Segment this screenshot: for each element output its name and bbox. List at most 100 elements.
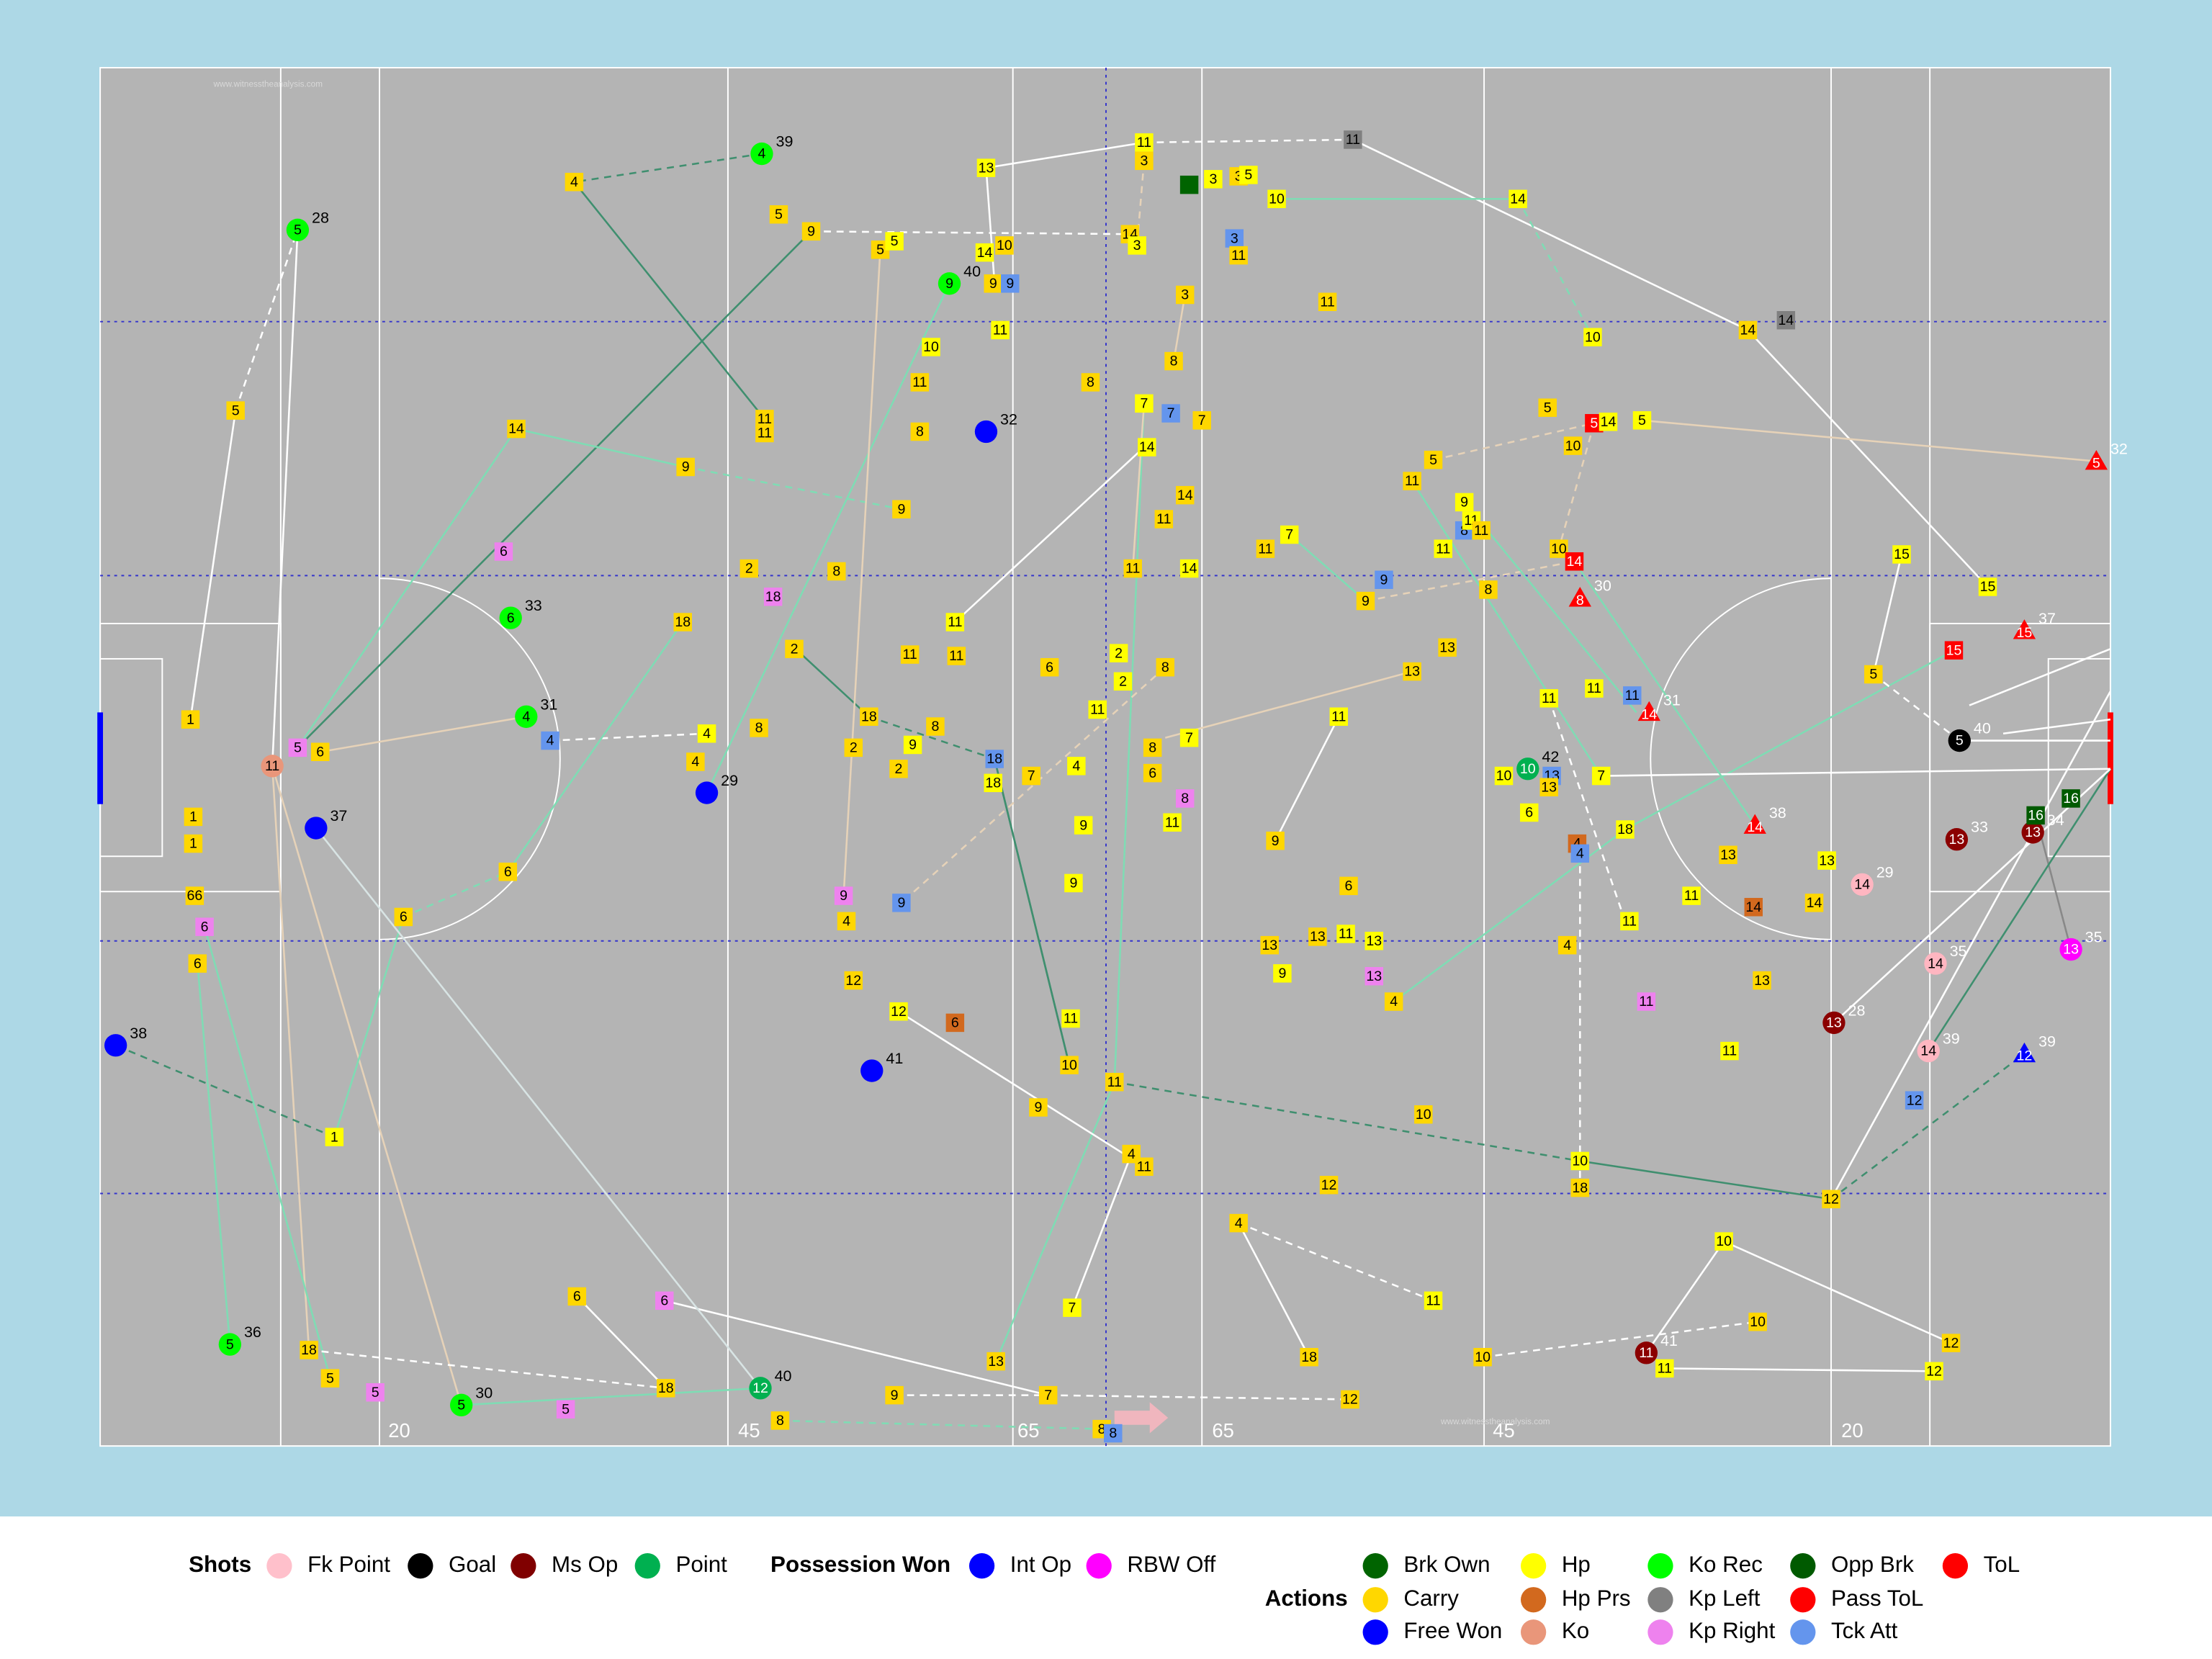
event-label: 1 [189,809,197,825]
event-label: 10 [997,238,1012,253]
event-label: 12 [1926,1363,1942,1379]
event: 9 [1455,493,1474,512]
event-label: 11 [757,426,772,441]
event-marker [1179,559,1199,578]
pass-line [1873,673,1961,742]
pass-line [1573,561,1756,826]
legend-swatch [1521,1587,1547,1613]
event-label: 11 [1064,1011,1078,1027]
event-marker [226,401,245,420]
event-marker [1164,351,1183,371]
pass-line [550,732,707,742]
event-label: 5 [294,740,302,756]
event-minute: 38 [1769,804,1786,822]
event: 14 35 [1924,942,1967,975]
watermark: www.witnesstheanalysis.com [1440,1417,1550,1426]
event-marker [910,373,930,392]
legend-label: Ko Rec [1689,1552,1763,1577]
event-marker [938,272,961,295]
event-marker [1479,580,1498,599]
event: 12 [889,1002,908,1021]
legend-label: RBW Off [1127,1552,1215,1577]
event: 13 35 [2059,928,2103,961]
event-label: 18 [301,1342,317,1358]
event: 5 [769,205,788,224]
event: 14 38 [1743,804,1786,835]
event: 14 [1738,320,1758,340]
event-minute: 39 [2038,1033,2056,1051]
event: 5 [1424,450,1443,469]
event [1179,175,1199,194]
event-label: 1 [186,711,194,727]
event-marker [1001,274,1020,293]
event: 6 33 [499,596,542,629]
event-marker [104,1034,127,1057]
event-label: 11 [1426,1293,1440,1309]
event-label: 12 [1342,1392,1358,1408]
pass-line [1547,698,1627,922]
event-marker [1538,398,1557,417]
legend-swatch [1790,1619,1816,1645]
pass-line [403,871,508,918]
legend-label: Tck Att [1831,1618,1898,1643]
event-label: 18 [1572,1180,1588,1196]
event-marker [1192,411,1211,430]
event: 6 [1520,803,1539,822]
event: 6 [945,1013,965,1033]
legend-label: Int Op [1010,1552,1071,1577]
event-label: 2 [745,561,753,577]
event-marker [1040,657,1059,677]
pass-line [901,666,1166,904]
event: 11 [1403,472,1421,490]
event-label: 15 [1946,642,1962,658]
event-marker [1714,1232,1733,1251]
pass-line [1601,768,2110,777]
event-marker [910,422,930,441]
event-label: 11 [1639,1345,1653,1361]
event-marker [1776,311,1796,330]
event: 7 [1135,394,1154,413]
event: 8 [1479,580,1498,599]
event-marker [1175,485,1195,505]
event-label: 12 [752,1380,768,1396]
event-marker [1570,844,1590,863]
event: 7 [1063,1298,1082,1317]
event-marker [984,773,1002,793]
event-label: 11 [1405,473,1419,489]
legend-swatch [1362,1553,1388,1579]
event: 10 [1060,1056,1079,1074]
event-marker [1239,166,1258,184]
event-marker [1260,935,1279,955]
event-marker [567,1287,587,1306]
event-marker [1229,1213,1248,1233]
event-label: 12 [845,973,861,989]
event-marker [1620,912,1639,931]
event-label: 5 [232,403,240,418]
event-label: 6 [500,544,508,559]
event-label: 9 [1006,276,1014,292]
event-marker [261,755,284,778]
event-marker [844,971,863,990]
event: 18 [300,1341,318,1359]
event-label: 4 [570,174,578,190]
event-marker [1267,189,1286,208]
event: 9 [984,274,1002,293]
event: 9 [892,500,911,518]
event-label: 11 [1436,541,1450,557]
event-label: 5 [876,242,884,258]
event: 8 [1164,351,1183,371]
legend-label: Ko [1562,1618,1589,1643]
event-label: 13 [1819,853,1835,868]
event-marker [769,205,788,224]
event: 5 [288,738,307,757]
pass-line [868,716,995,760]
event-label: 14 [1745,899,1761,915]
pass-line [574,153,763,183]
event: 12 [844,971,863,990]
event-label: 11 [948,614,962,630]
event-marker [1944,641,1964,660]
legend-swatch [1942,1553,1969,1579]
event-marker [1822,1011,1845,1035]
event: 12 39 [2013,1033,2056,1064]
event-label: 6 [951,1015,959,1031]
